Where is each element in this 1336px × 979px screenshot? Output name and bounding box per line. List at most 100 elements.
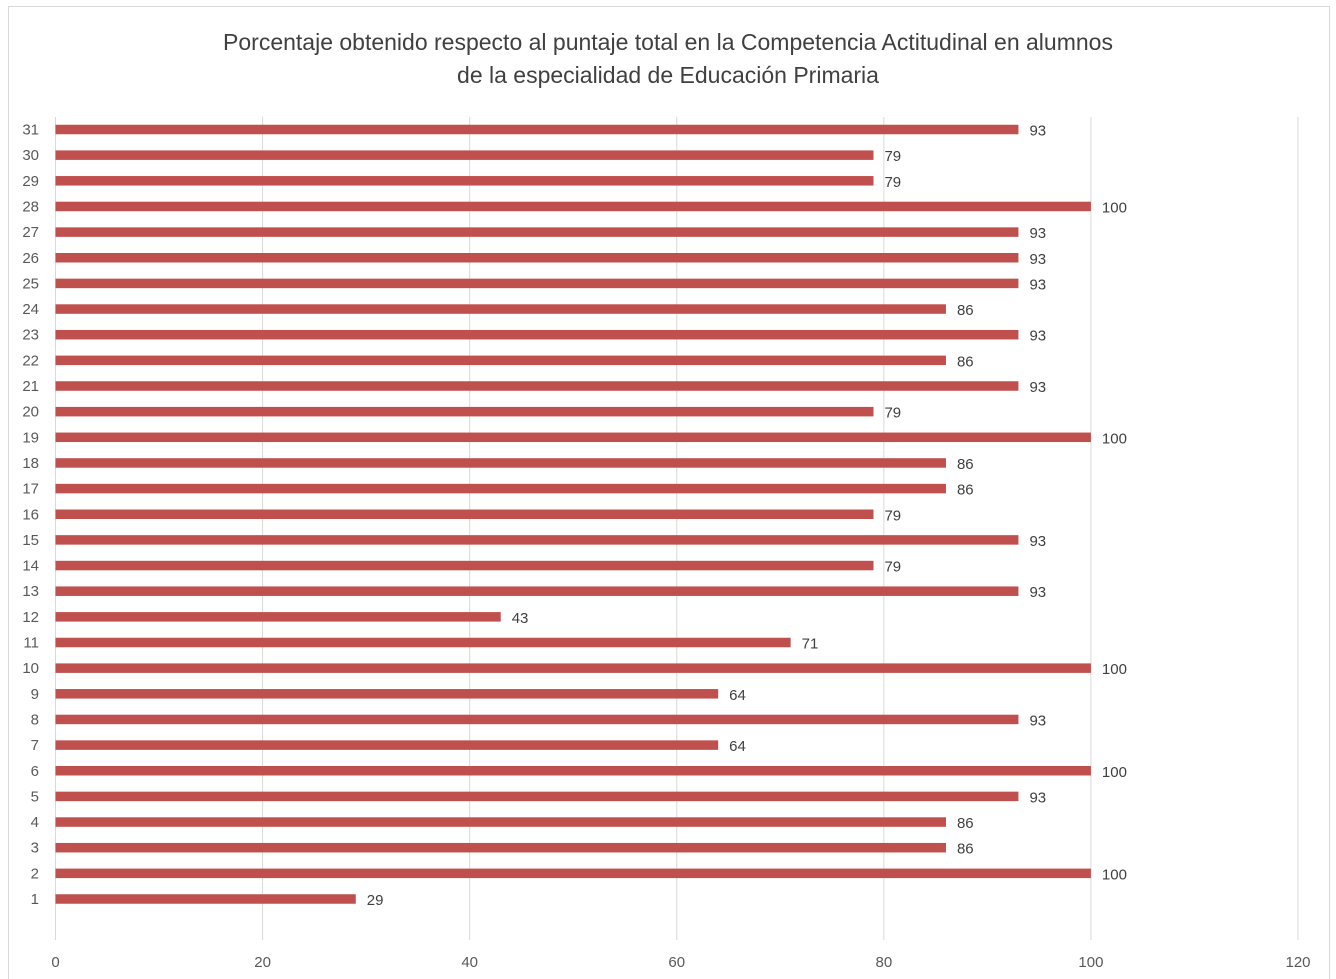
data-label-27: 93 (1029, 225, 1046, 242)
y-tick-label-9: 9 (31, 686, 39, 703)
bar-15 (55, 535, 1019, 545)
bar-22 (55, 355, 946, 366)
data-label-17: 86 (957, 482, 974, 499)
data-label-25: 93 (1029, 276, 1046, 293)
y-tick-label-26: 26 (22, 250, 39, 267)
data-label-21: 93 (1029, 379, 1046, 396)
bar-7 (55, 740, 719, 750)
data-label-26: 93 (1029, 251, 1046, 268)
data-label-5: 93 (1029, 789, 1046, 806)
data-label-31: 93 (1029, 123, 1046, 140)
chart-title: Porcentaje obtenido respecto al puntaje … (0, 26, 1336, 92)
bar-8 (55, 714, 1019, 725)
y-tick-label-1: 1 (31, 891, 39, 908)
bar-16 (55, 509, 874, 519)
bar-9 (55, 689, 719, 699)
bar-20 (55, 406, 874, 417)
data-label-30: 79 (884, 148, 901, 165)
bar-13 (55, 586, 1019, 596)
bar-4 (55, 817, 946, 827)
y-tick-label-25: 25 (22, 275, 39, 292)
bar-19 (55, 432, 1091, 443)
bar-6 (55, 766, 1091, 776)
y-tick-label-28: 28 (22, 198, 39, 215)
x-tick-label-0: 0 (51, 954, 59, 971)
data-label-13: 93 (1029, 584, 1046, 601)
y-tick-label-4: 4 (31, 814, 39, 831)
bar-25 (55, 278, 1019, 289)
data-label-16: 79 (884, 507, 901, 524)
bar-24 (55, 304, 946, 314)
data-label-20: 79 (884, 405, 901, 422)
y-tick-label-11: 11 (23, 635, 39, 652)
bar-5 (55, 791, 1019, 802)
y-tick-label-2: 2 (31, 865, 39, 882)
y-tick-label-5: 5 (31, 788, 39, 805)
category-axis-labels: 1234567891011121314151617181920212223242… (22, 122, 39, 909)
y-tick-label-10: 10 (22, 660, 39, 677)
y-tick-label-6: 6 (31, 763, 39, 780)
y-tick-label-23: 23 (22, 327, 39, 344)
y-tick-label-7: 7 (31, 737, 39, 754)
y-tick-label-29: 29 (22, 173, 39, 190)
bar-29 (55, 176, 874, 186)
data-label-12: 43 (512, 610, 529, 627)
data-label-2: 100 (1102, 866, 1127, 883)
gridlines (55, 117, 1299, 940)
data-label-22: 86 (957, 353, 974, 370)
data-label-11: 71 (802, 636, 819, 653)
bar-27 (55, 227, 1019, 237)
x-tick-label-100: 100 (1078, 954, 1103, 971)
y-tick-label-20: 20 (22, 404, 39, 421)
bar-30 (55, 150, 874, 160)
data-label-6: 100 (1102, 764, 1127, 781)
y-tick-label-17: 17 (22, 481, 39, 498)
bar-18 (55, 458, 946, 468)
data-label-14: 79 (884, 559, 901, 576)
bars (55, 124, 1091, 904)
data-label-23: 93 (1029, 328, 1046, 345)
data-labels: 29 100 86 86 93 100 64 93 64 100 71 43 93 79 93 79 86 86 1… (367, 123, 1127, 910)
data-label-28: 100 (1102, 199, 1127, 216)
y-tick-label-27: 27 (22, 224, 39, 241)
bar-28 (55, 201, 1091, 212)
bar-14 (55, 560, 874, 571)
y-tick-label-12: 12 (22, 609, 39, 626)
data-label-3: 86 (957, 841, 974, 858)
data-label-1: 29 (367, 892, 384, 909)
data-label-15: 93 (1029, 533, 1046, 550)
y-tick-label-19: 19 (22, 429, 39, 446)
data-label-19: 100 (1102, 430, 1127, 447)
y-tick-label-15: 15 (22, 532, 39, 549)
y-tick-label-21: 21 (22, 378, 39, 395)
data-label-4: 86 (957, 815, 974, 832)
bar-26 (55, 253, 1019, 263)
value-axis-labels: 0 20 40 60 80 100 120 (51, 954, 1310, 971)
bar-23 (55, 329, 1019, 340)
chart-title-line-1: Porcentaje obtenido respecto al puntaje … (223, 29, 1113, 55)
data-label-8: 93 (1029, 712, 1046, 729)
data-label-9: 64 (729, 687, 746, 704)
bar-3 (55, 842, 946, 853)
bar-2 (55, 868, 1091, 879)
y-tick-label-30: 30 (22, 147, 39, 164)
y-tick-label-8: 8 (31, 711, 39, 728)
data-label-29: 79 (884, 174, 901, 191)
y-tick-label-16: 16 (22, 506, 39, 523)
x-tick-label-120: 120 (1285, 954, 1310, 971)
y-tick-label-18: 18 (22, 455, 39, 472)
y-tick-label-3: 3 (31, 840, 39, 857)
data-label-7: 64 (729, 738, 746, 755)
bar-1 (55, 894, 356, 904)
y-tick-label-13: 13 (22, 583, 39, 600)
y-tick-label-14: 14 (22, 558, 39, 575)
data-label-10: 100 (1102, 661, 1127, 678)
bar-12 (55, 612, 501, 622)
bar-21 (55, 381, 1019, 391)
bar-11 (55, 637, 791, 648)
y-tick-label-31: 31 (22, 122, 39, 139)
bar-10 (55, 663, 1091, 673)
x-tick-label-60: 60 (668, 954, 685, 971)
bar-17 (55, 483, 946, 494)
